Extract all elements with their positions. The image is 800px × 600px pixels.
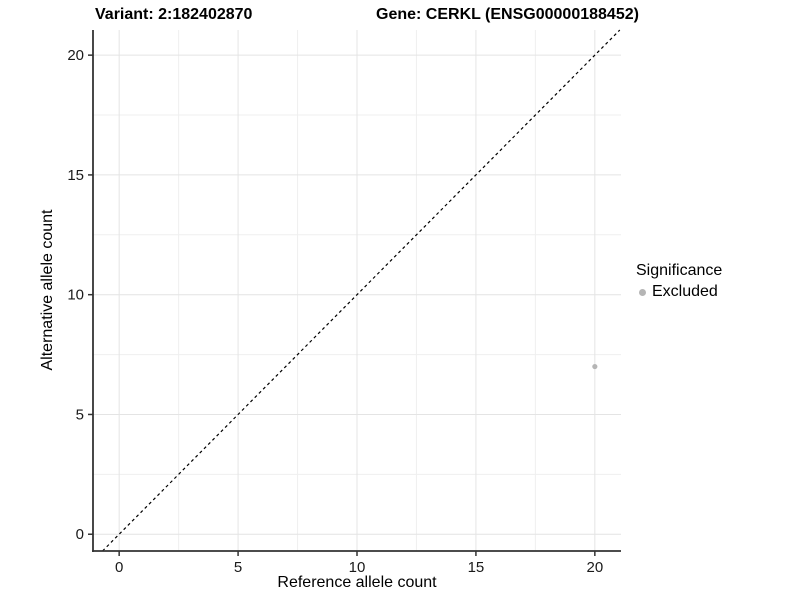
x-tick-label: 5 [234,559,242,576]
legend: Significance Excluded [636,262,722,301]
legend-item-label: Excluded [652,283,718,300]
y-axis-title: Alternative allele count [39,209,56,371]
y-tick-label: 5 [76,406,84,423]
x-tick-label: 15 [468,559,485,576]
y-tick-label: 20 [67,47,84,64]
y-tick-label: 10 [67,287,84,304]
identity-line [102,29,621,552]
y-tick-label: 0 [76,526,84,543]
y-tick-label: 15 [67,167,84,184]
plot-title-variant: Variant: 2:182402870 [95,6,253,23]
data-point [592,363,598,370]
x-axis-title: Reference allele count [277,574,437,591]
legend-point-icon [639,288,646,296]
x-tick-label: 20 [586,559,603,576]
x-tick-label: 10 [349,559,366,576]
plot-title-gene: Gene: CERKL (ENSG00000188452) [376,6,639,23]
legend-item-excluded: Excluded [636,283,722,301]
x-tick-label: 0 [115,559,123,576]
legend-title: Significance [636,262,723,279]
